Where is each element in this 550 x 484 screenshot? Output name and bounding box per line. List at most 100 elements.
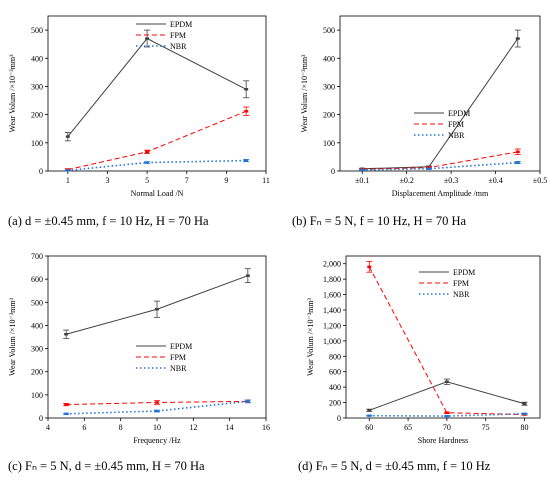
data-point bbox=[65, 169, 70, 172]
y-tick-label: 300 bbox=[31, 82, 43, 91]
y-tick-label: 500 bbox=[31, 298, 43, 307]
x-tick-label: 11 bbox=[262, 176, 270, 185]
data-point bbox=[155, 409, 159, 413]
data-point bbox=[522, 402, 527, 405]
data-point bbox=[145, 161, 150, 164]
x-tick-label: 80 bbox=[520, 423, 528, 432]
x-tick-label: 4 bbox=[46, 423, 50, 432]
legend: EPDM FPM NBR bbox=[414, 109, 470, 140]
x-tick-label: 16 bbox=[262, 423, 270, 432]
data-point bbox=[367, 265, 372, 268]
x-tick-label: 10 bbox=[153, 423, 161, 432]
y-tick-label: 0 bbox=[39, 414, 43, 423]
y-tick-label: 1,000 bbox=[323, 337, 341, 346]
data-point bbox=[426, 167, 431, 170]
data-point bbox=[360, 168, 365, 172]
y-axis-label: Wear Volum /×10⁻³mm³ bbox=[300, 54, 309, 133]
x-axis-label: Normal Load /N bbox=[131, 189, 184, 198]
chart-panel-4: 0 200 400 600 800 1,000 1,200 1,400 1,600 1,800 2,… bbox=[298, 255, 541, 473]
series-epdm bbox=[366, 378, 528, 412]
legend: EPDM FPM NBR bbox=[136, 20, 192, 51]
y-tick-label: 400 bbox=[329, 383, 341, 392]
y-tick-label: 500 bbox=[323, 26, 335, 35]
x-tick-label: 1 bbox=[66, 176, 70, 185]
data-point bbox=[515, 37, 520, 40]
x-tick-label: 5 bbox=[145, 176, 149, 185]
series-nbr bbox=[366, 412, 528, 418]
y-tick-label: 1,400 bbox=[323, 306, 341, 315]
y-tick-label: 200 bbox=[323, 111, 335, 120]
data-point bbox=[245, 274, 250, 277]
y-tick-label: 700 bbox=[31, 252, 43, 261]
legend-label: FPM bbox=[448, 120, 464, 129]
y-tick-label: 0 bbox=[39, 167, 43, 176]
y-tick-label: 200 bbox=[329, 399, 341, 408]
data-point bbox=[64, 403, 69, 406]
data-point bbox=[145, 150, 150, 154]
data-point bbox=[155, 401, 159, 404]
chart-panel-1: 0 100 200 300 400 500 1 3 5 7 9 11 Normal Load /N Wea… bbox=[8, 15, 270, 228]
y-tick-label: 300 bbox=[323, 82, 335, 91]
y-tick-label: 500 bbox=[31, 26, 43, 35]
data-point bbox=[145, 37, 150, 40]
legend-label: NBR bbox=[448, 131, 465, 140]
series-fpm bbox=[359, 148, 521, 171]
series-line bbox=[67, 159, 247, 172]
x-tick-label: 60 bbox=[365, 423, 373, 432]
x-tick-label: 12 bbox=[189, 423, 197, 432]
y-tick-label: 400 bbox=[323, 54, 335, 63]
y-tick-label: 2,000 bbox=[323, 260, 341, 269]
chart-panel-3: 0 100 200 300 400 500 600 700 4 6 8 10 12 14 16 Frequen… bbox=[8, 252, 270, 473]
y-axis-label: Wear Volum /×10⁻³mm³ bbox=[8, 54, 17, 133]
series-line bbox=[369, 381, 525, 411]
x-tick-label: ±0.5 bbox=[533, 176, 547, 185]
data-point bbox=[367, 414, 372, 417]
data-point bbox=[367, 409, 372, 412]
x-tick-label: 9 bbox=[224, 176, 228, 185]
y-tick-label: 600 bbox=[31, 275, 43, 284]
y-tick-label: 100 bbox=[31, 391, 43, 400]
x-tick-label: 65 bbox=[404, 423, 412, 432]
y-tick-label: 800 bbox=[329, 352, 341, 361]
x-tick-label: 6 bbox=[82, 423, 86, 432]
legend-label: NBR bbox=[170, 364, 187, 373]
x-axis-label: Displacement Amplitude /mm bbox=[392, 189, 489, 198]
data-point bbox=[515, 150, 520, 154]
figure-caption: (a) d = ±0.45 mm, f = 10 Hz, H = 70 Ha bbox=[8, 214, 209, 228]
x-tick-label: 8 bbox=[119, 423, 123, 432]
legend: EPDM FPM NBR bbox=[136, 342, 192, 373]
series-line bbox=[362, 161, 518, 171]
legend-label: FPM bbox=[453, 279, 469, 288]
legend-label: NBR bbox=[170, 42, 187, 51]
figure-caption: (c) Fₙ = 5 N, d = ±0.45 mm, H = 70 Ha bbox=[8, 459, 205, 473]
y-tick-label: 100 bbox=[31, 139, 43, 148]
legend-label: FPM bbox=[170, 31, 186, 40]
y-tick-label: 100 bbox=[323, 139, 335, 148]
y-tick-label: 200 bbox=[31, 368, 43, 377]
x-tick-label: ±0.1 bbox=[355, 176, 369, 185]
y-tick-label: 400 bbox=[31, 321, 43, 330]
legend-label: EPDM bbox=[448, 109, 470, 118]
series-nbr bbox=[64, 159, 250, 172]
data-point bbox=[522, 412, 527, 415]
y-tick-label: 400 bbox=[31, 54, 43, 63]
data-point bbox=[64, 412, 69, 416]
legend-label: EPDM bbox=[170, 342, 192, 351]
y-tick-label: 0 bbox=[337, 414, 341, 423]
y-tick-label: 1,200 bbox=[323, 321, 341, 330]
y-tick-label: 200 bbox=[31, 111, 43, 120]
y-tick-label: 1,800 bbox=[323, 275, 341, 284]
figure-caption: (b) Fₙ = 5 N, f = 10 Hz, H = 70 Ha bbox=[292, 214, 466, 228]
data-point bbox=[444, 414, 449, 418]
y-tick-label: 1,600 bbox=[323, 291, 341, 300]
series-line bbox=[362, 38, 519, 170]
series-nbr bbox=[359, 161, 521, 172]
y-tick-label: 0 bbox=[331, 167, 335, 176]
x-tick-label: 3 bbox=[105, 176, 109, 185]
x-tick-label: 14 bbox=[226, 423, 234, 432]
series-epdm bbox=[359, 29, 521, 170]
y-axis-label: Wear Volum /×10⁻³mm³ bbox=[8, 297, 17, 376]
y-tick-label: 600 bbox=[329, 368, 341, 377]
legend-label: EPDM bbox=[170, 20, 192, 29]
